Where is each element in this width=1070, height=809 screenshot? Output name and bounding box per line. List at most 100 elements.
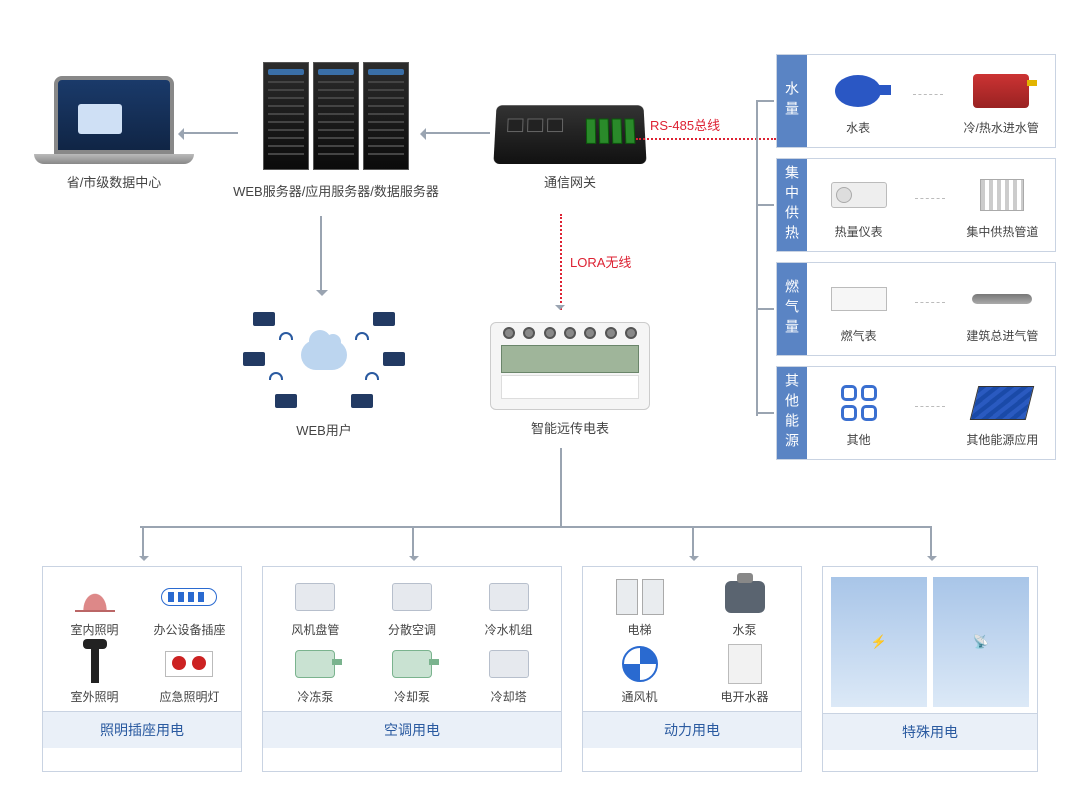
link-lora xyxy=(560,214,562,310)
category-footer: 照明插座用电 xyxy=(43,711,241,748)
right-panel-body: 热量仪表 集中供热管道 xyxy=(807,159,1055,251)
category-item-label: 水泵 xyxy=(715,621,775,638)
right-item-label: 其他 xyxy=(824,431,894,448)
laptop-icon xyxy=(24,76,204,164)
bracket-vline xyxy=(756,100,758,416)
waterpump-icon xyxy=(715,577,775,617)
box-ico-icon xyxy=(479,644,539,684)
right-item: 建筑总进气管 xyxy=(966,275,1038,344)
category-item: 电开水器 xyxy=(715,644,775,705)
gateway-icon xyxy=(493,105,646,164)
bracket-stub-3 xyxy=(756,308,774,310)
tree-drop-1 xyxy=(412,526,414,558)
right-panel-2: 燃气量燃气表 建筑总进气管 xyxy=(776,262,1056,356)
category-box-0: 室内照明办公设备插座室外照明应急照明灯照明插座用电 xyxy=(42,566,242,772)
box-ico-icon xyxy=(479,577,539,617)
category-item-label: 冷水机组 xyxy=(479,621,539,638)
fan-icon xyxy=(610,644,670,684)
category-item-label: 分散空调 xyxy=(382,621,442,638)
watermeter-icon xyxy=(823,67,893,115)
right-panel-tab: 水量 xyxy=(777,55,807,147)
right-panel-body: 其他 其他能源应用 xyxy=(807,367,1055,459)
special-image-2: 📡 xyxy=(933,577,1029,707)
category-item: 冷却塔 xyxy=(479,644,539,705)
smart-meter-icon xyxy=(490,322,650,410)
category-item-label: 电开水器 xyxy=(715,688,775,705)
right-item-label: 热量仪表 xyxy=(824,223,894,240)
right-item-connector xyxy=(915,198,945,199)
right-item-label: 其他能源应用 xyxy=(966,431,1038,448)
category-item-label: 室内照明 xyxy=(65,621,125,638)
right-item: 其他 xyxy=(824,379,894,448)
right-item-connector xyxy=(915,302,945,303)
right-panel-1: 集中供热热量仪表 集中供热管道 xyxy=(776,158,1056,252)
bracket-stub-4 xyxy=(756,412,774,414)
right-item-label: 水表 xyxy=(823,119,893,136)
right-panel-tab: 燃气量 xyxy=(777,263,807,355)
emerg-icon xyxy=(159,644,219,684)
right-item-label: 燃气表 xyxy=(824,327,894,344)
pipe-s-icon xyxy=(967,275,1037,323)
tree-drop-0 xyxy=(142,526,144,558)
gateway-label: 通信网关 xyxy=(480,172,660,191)
link-rs485 xyxy=(636,138,776,140)
category-item-label: 电梯 xyxy=(610,621,670,638)
category-grid: 室内照明办公设备插座室外照明应急照明灯 xyxy=(51,577,233,705)
category-item: 电梯 xyxy=(610,577,670,638)
bracket-stub-2 xyxy=(756,204,774,206)
right-panel-tab: 集中供热 xyxy=(777,159,807,251)
right-item-connector xyxy=(915,406,945,407)
tree-bus xyxy=(140,526,930,528)
grid4-icon xyxy=(824,379,894,427)
category-item-label: 室外照明 xyxy=(65,688,125,705)
gateway-device: 通信网关 xyxy=(480,104,660,191)
tree-drop-3 xyxy=(930,526,932,558)
category-item-label: 通风机 xyxy=(610,688,670,705)
plugstrip-icon xyxy=(159,577,219,617)
right-item: 水表 xyxy=(823,67,893,136)
right-item: 燃气表 xyxy=(824,275,894,344)
right-item-label: 集中供热管道 xyxy=(966,223,1038,240)
solar-icon xyxy=(967,379,1037,427)
category-item-label: 冷冻泵 xyxy=(285,688,345,705)
tree-trunk xyxy=(560,448,562,526)
servers-label: WEB服务器/应用服务器/数据服务器 xyxy=(226,181,446,200)
link-rs485-label: RS-485总线 xyxy=(650,115,720,134)
right-item: 热量仪表 xyxy=(824,171,894,240)
servers-device: WEB服务器/应用服务器/数据服务器 xyxy=(226,62,446,200)
right-panel-body: 水表 冷/热水进水管 xyxy=(807,55,1055,147)
lamp-in-icon xyxy=(65,577,125,617)
radiator-icon xyxy=(967,171,1037,219)
category-item: 风机盘管 xyxy=(285,577,345,638)
category-item: 办公设备插座 xyxy=(153,577,225,638)
box-ico-icon xyxy=(285,577,345,617)
pump-icon xyxy=(382,644,442,684)
category-item: 室外照明 xyxy=(65,644,125,705)
gasmeter-icon xyxy=(824,275,894,323)
arrow-servers-to-laptop xyxy=(182,132,238,134)
heater-icon xyxy=(715,644,775,684)
category-item-label: 冷却塔 xyxy=(479,688,539,705)
category-item: 冷水机组 xyxy=(479,577,539,638)
category-box-3: ⚡📡特殊用电 xyxy=(822,566,1038,772)
pump-icon xyxy=(285,644,345,684)
right-item-label: 建筑总进气管 xyxy=(966,327,1038,344)
category-item: 室内照明 xyxy=(65,577,125,638)
special-images-row: ⚡📡 xyxy=(831,577,1029,707)
pipes-icon xyxy=(966,67,1036,115)
right-item-connector xyxy=(913,94,943,95)
webusers-icon xyxy=(239,302,409,412)
category-grid: 电梯 水泵通风机 电开水器 xyxy=(591,577,793,705)
arrow-gateway-to-servers xyxy=(424,132,490,134)
category-item: 冷冻泵 xyxy=(285,644,345,705)
meter-label: 智能远传电表 xyxy=(480,418,660,437)
category-box-1: 风机盘管分散空调冷水机组冷冻泵冷却泵冷却塔空调用电 xyxy=(262,566,562,772)
right-item: 冷/热水进水管 xyxy=(964,67,1039,136)
right-panel-3: 其他能源其他其他能源应用 xyxy=(776,366,1056,460)
category-item: 通风机 xyxy=(610,644,670,705)
right-panel-0: 水量水表 冷/热水进水管 xyxy=(776,54,1056,148)
arrow-servers-to-webusers xyxy=(320,216,322,292)
category-item-label: 风机盘管 xyxy=(285,621,345,638)
link-lora-label: LORA无线 xyxy=(570,252,631,271)
elev-icon xyxy=(610,577,670,617)
